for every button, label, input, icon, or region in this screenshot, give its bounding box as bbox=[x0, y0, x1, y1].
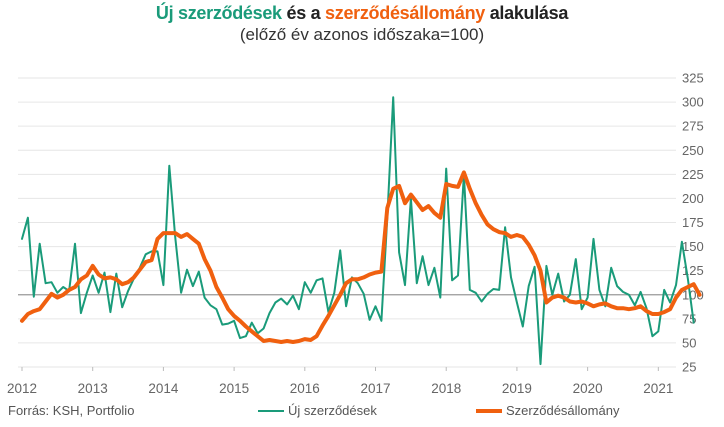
legend-item-new-contracts: Új szerződések bbox=[258, 403, 377, 418]
chart-title: Új szerződések és a szerződésállomány al… bbox=[0, 3, 724, 24]
chart-subtitle: (előző év azonos időszaka=100) bbox=[239, 25, 485, 44]
y-tick-label: 200 bbox=[682, 191, 704, 206]
y-tick-label: 150 bbox=[682, 239, 704, 254]
x-tick-label: 2013 bbox=[78, 381, 108, 396]
legend-item-stock: Szerződésállomány bbox=[476, 403, 619, 418]
x-tick-label: 2019 bbox=[502, 381, 532, 396]
legend-label-new-contracts: Új szerződések bbox=[288, 403, 377, 418]
x-tick-label: 2016 bbox=[290, 381, 320, 396]
x-axis-ticks: 2012 2013 2014 2015 2016 2017 2018 2019 2020 2021 bbox=[7, 367, 673, 396]
series-lines bbox=[20, 96, 702, 366]
y-tick-label: 225 bbox=[682, 167, 704, 182]
title-stock: szerződésállomány bbox=[325, 3, 485, 23]
x-tick-label: 2017 bbox=[360, 381, 390, 396]
y-tick-label: 275 bbox=[682, 119, 704, 134]
series-line-new-contracts bbox=[21, 96, 695, 366]
y-tick-label: 325 bbox=[682, 71, 704, 86]
x-tick-label: 2020 bbox=[573, 381, 603, 396]
x-tick-label: 2018 bbox=[431, 381, 461, 396]
title-new-contracts: Új szerződések bbox=[155, 3, 282, 23]
gridlines bbox=[18, 77, 676, 368]
title-connector: és a bbox=[281, 3, 326, 23]
series-line-stock bbox=[20, 170, 702, 344]
y-tick-label: 175 bbox=[682, 215, 704, 230]
title-suffix: alakulása bbox=[485, 3, 569, 23]
x-tick-label: 2015 bbox=[219, 381, 249, 396]
y-tick-label: 50 bbox=[682, 335, 696, 350]
legend-swatch-stock bbox=[476, 408, 502, 413]
source-note: Forrás: KSH, Portfolio bbox=[8, 403, 135, 418]
y-tick-label: 75 bbox=[682, 311, 696, 326]
x-tick-label: 2014 bbox=[148, 381, 179, 396]
y-tick-label: 300 bbox=[682, 95, 704, 110]
legend-swatch-new-contracts bbox=[258, 409, 284, 412]
y-tick-label: 250 bbox=[682, 143, 704, 158]
x-tick-label: 2021 bbox=[643, 381, 673, 396]
x-tick-label: 2012 bbox=[7, 381, 37, 396]
legend-label-stock: Szerződésállomány bbox=[506, 403, 620, 418]
y-tick-label: 25 bbox=[682, 360, 696, 375]
